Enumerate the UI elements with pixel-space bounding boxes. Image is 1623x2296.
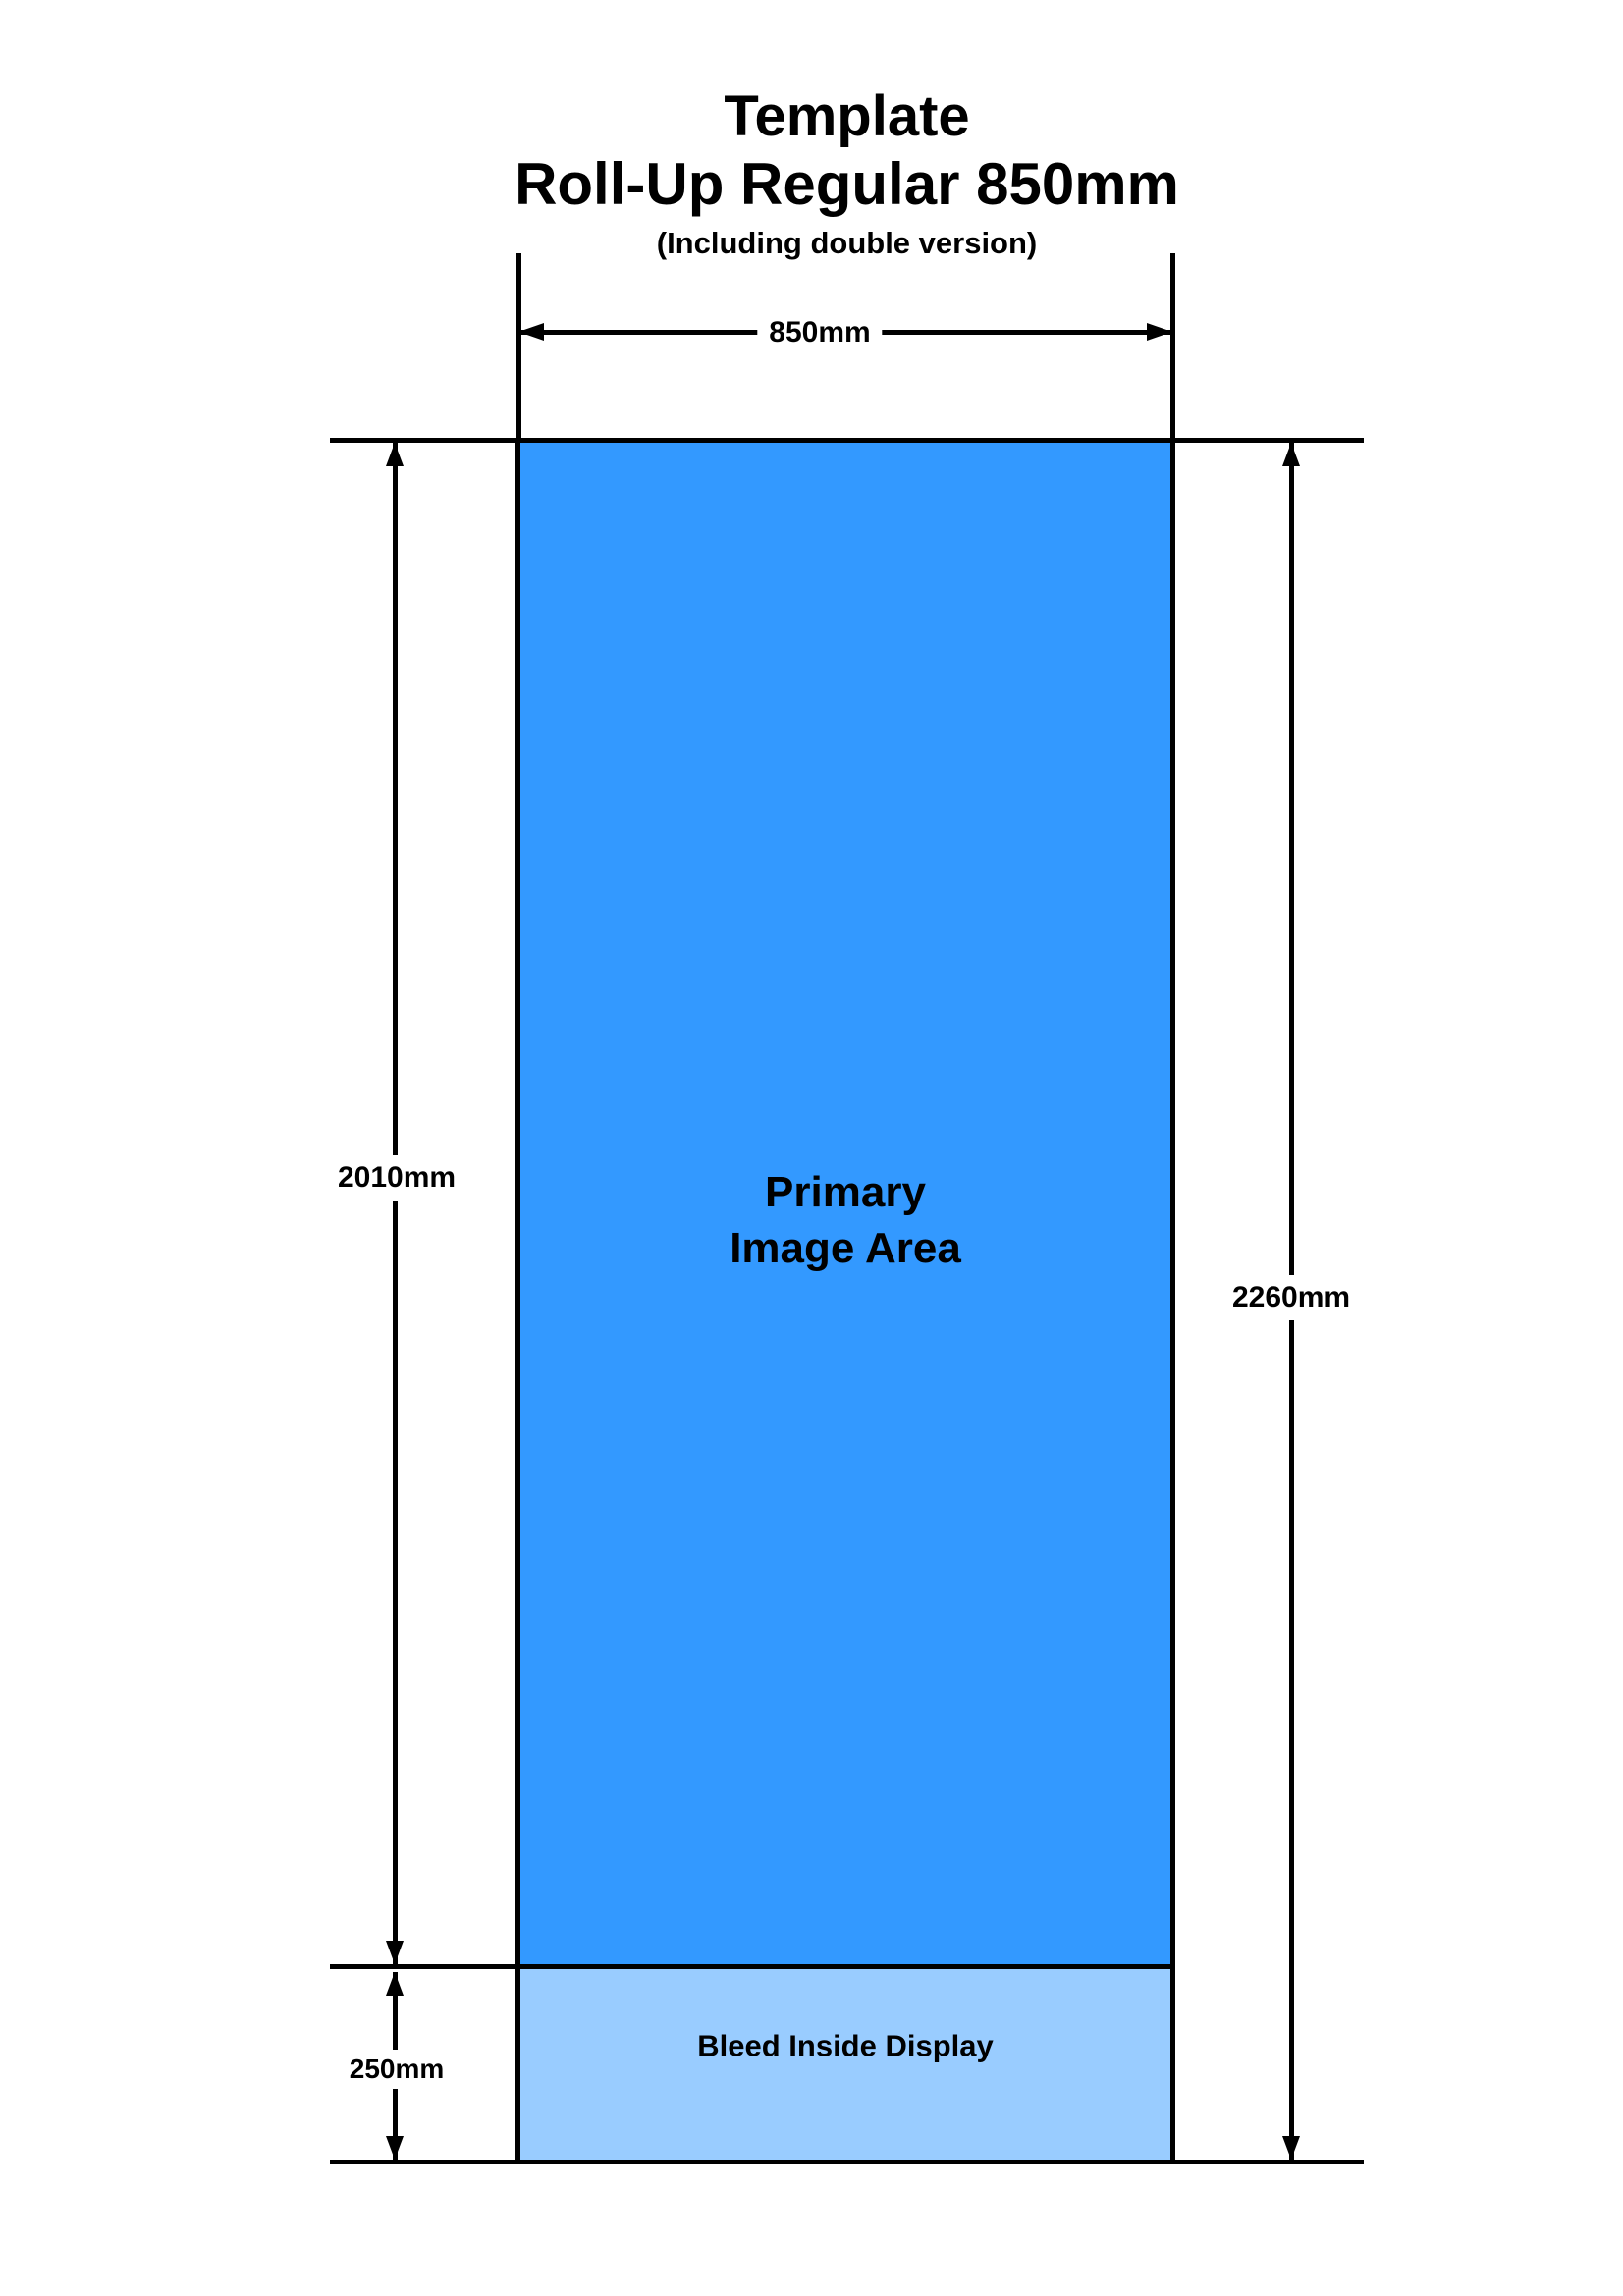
arrowhead-left-icon (518, 323, 544, 341)
arrowhead-up-icon (386, 1972, 404, 1996)
page-subtitle: (Including double version) (656, 226, 1038, 260)
arrowhead-right-icon (1147, 323, 1172, 341)
page-title-size: Roll-Up Regular 850mm (514, 151, 1179, 217)
primary-image-area (515, 438, 1175, 1969)
primary-height-dimension-label: 2010mm (325, 1155, 468, 1201)
bleed-height-dimension-label: 250mm (343, 2050, 451, 2089)
arrowhead-down-icon (386, 2136, 404, 2160)
title-block: Template Roll-Up Regular 850mm (Includin… (330, 0, 1364, 275)
total-height-dimension-label: 2260mm (1219, 1275, 1363, 1320)
bleed-area-label: Bleed Inside Display (697, 2028, 994, 2063)
primary-label-line2: Image Area (730, 1224, 961, 1272)
bleed-boundary-guide-line (330, 1964, 516, 1969)
bleed-inside-display-area (515, 1969, 1175, 2164)
primary-image-area-label: Primary Image Area (730, 1164, 961, 1276)
width-extension-line-left (516, 253, 521, 442)
arrowhead-down-icon (1282, 2136, 1300, 2160)
arrowhead-up-icon (386, 443, 404, 466)
width-extension-line-right (1170, 253, 1175, 442)
primary-label-line1: Primary (765, 1168, 926, 1216)
arrowhead-down-icon (386, 1941, 404, 1964)
page-title: Template (724, 84, 970, 148)
width-dimension-label: 850mm (757, 310, 883, 355)
primary-height-dimension-line (393, 443, 398, 1964)
arrowhead-up-icon (1282, 443, 1300, 466)
